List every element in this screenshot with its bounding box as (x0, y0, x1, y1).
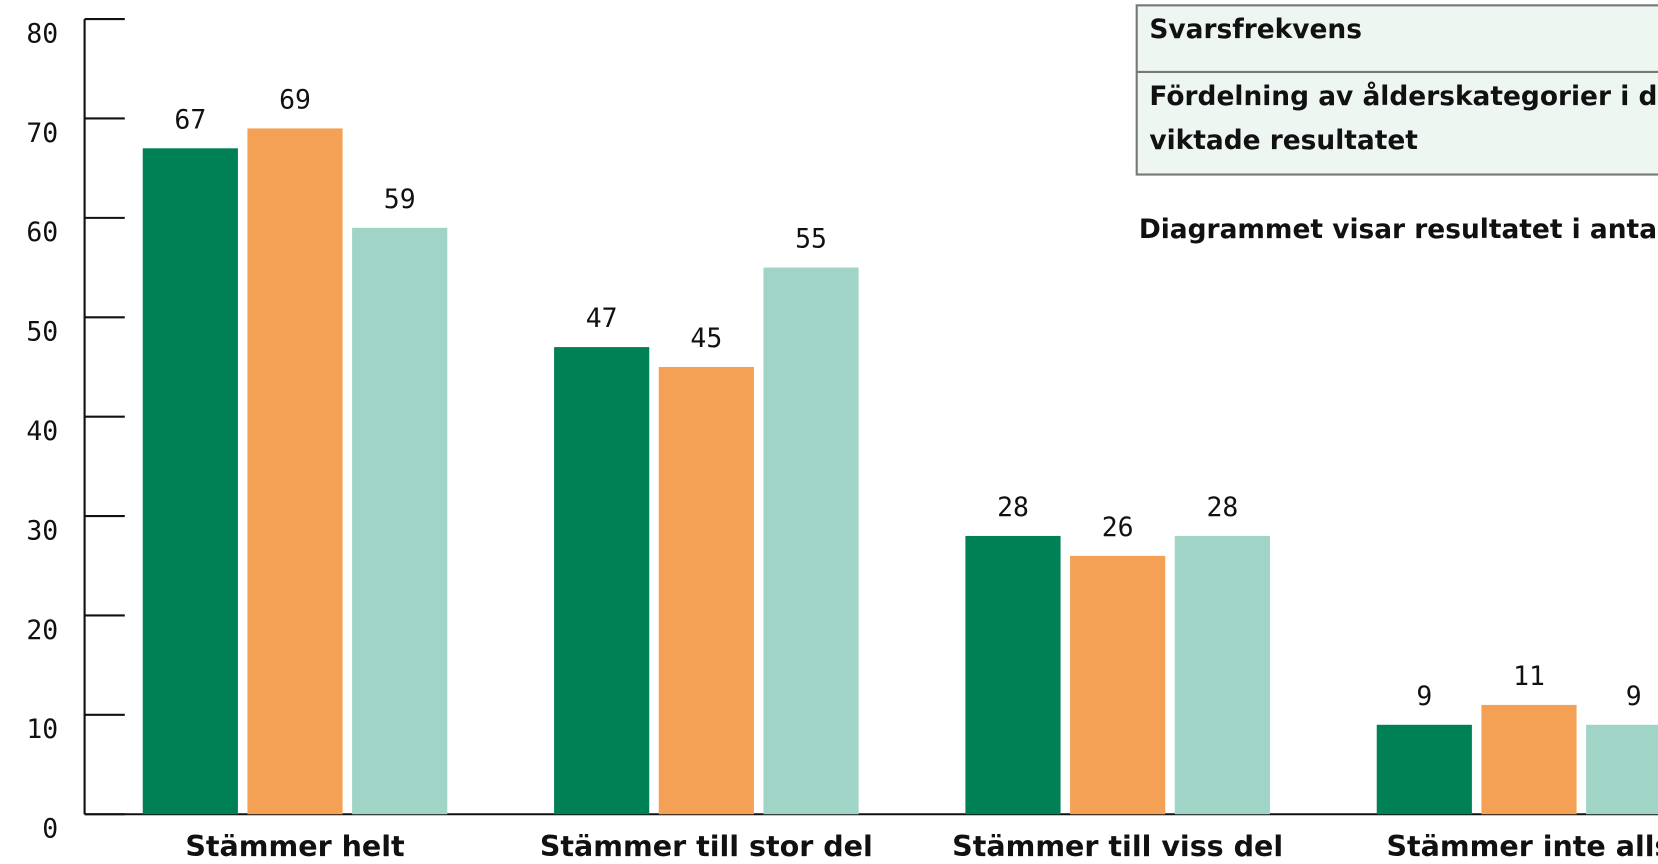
bar (1376, 724, 1472, 815)
bar (1070, 555, 1166, 815)
y-tick-label: 40 (26, 416, 58, 447)
value-label: 69 (279, 84, 311, 115)
bar (763, 267, 859, 815)
value-label: 55 (795, 224, 827, 255)
value-label: 11 (1513, 661, 1545, 692)
bar (1481, 704, 1577, 815)
info-box-title: Svarsfrekvens (1149, 14, 1362, 45)
x-tick-label: Stämmer till viss del (952, 830, 1283, 863)
info-box (1135, 4, 1658, 176)
y-tick-label: 10 (26, 714, 58, 745)
y-tick-label: 60 (26, 217, 58, 248)
value-label: 45 (690, 323, 722, 354)
bar (1586, 724, 1658, 815)
value-label: 9 (1626, 681, 1642, 712)
y-tick-label: 30 (26, 515, 58, 546)
bar (658, 366, 754, 815)
value-label: 26 (1102, 512, 1134, 543)
bar (142, 148, 238, 815)
y-tick-label: 50 (26, 317, 58, 348)
value-label: 9 (1416, 681, 1432, 712)
y-tick-label: 70 (26, 118, 58, 149)
bar (965, 535, 1061, 815)
x-tick-label: Stämmer till stor del (540, 830, 873, 863)
bar (352, 227, 448, 815)
value-label: 28 (1206, 492, 1238, 523)
bar (247, 128, 343, 815)
bar (554, 347, 650, 815)
y-tick-label: 20 (26, 615, 58, 646)
info-box-text: Fördelning av ålderskategorier i de (1149, 80, 1658, 112)
value-label: 59 (384, 184, 416, 215)
y-tick-label: 0 (42, 814, 58, 845)
value-label: 28 (997, 492, 1029, 523)
x-tick-label: Stämmer helt (185, 830, 404, 863)
info-box-text: viktade resultatet (1149, 125, 1418, 156)
bar (1174, 535, 1270, 815)
value-label: 67 (174, 104, 206, 135)
value-label: 47 (586, 303, 618, 334)
chart-note: Diagrammet visar resultatet i antal (1139, 214, 1658, 245)
y-tick-label: 80 (26, 18, 58, 49)
x-tick-label: Stämmer inte alls (1386, 830, 1658, 863)
